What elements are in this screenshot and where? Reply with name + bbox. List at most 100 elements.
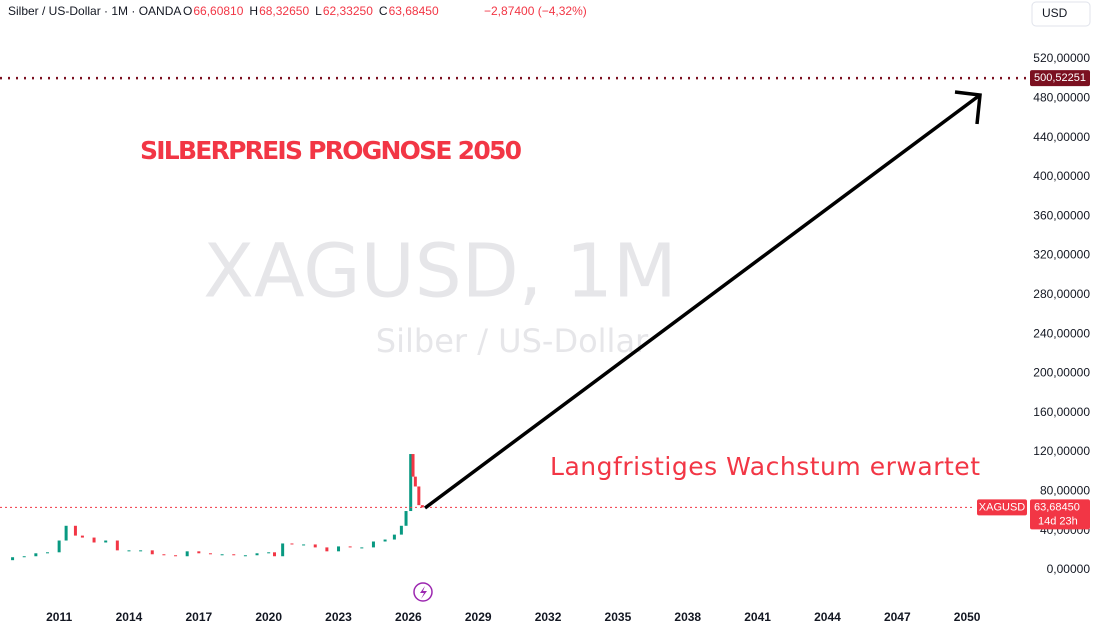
y-tick-label: 240,00000 [1033, 326, 1090, 340]
candle [73, 525, 77, 536]
candle [64, 525, 68, 541]
candle [399, 525, 403, 535]
x-tick-label: 2044 [814, 610, 841, 624]
currency-button[interactable] [1031, 1, 1091, 27]
arrow [423, 90, 982, 510]
ohlc-key: L [315, 4, 322, 18]
candle [115, 540, 119, 551]
candle [174, 555, 178, 557]
candle [409, 454, 413, 512]
candle [413, 476, 417, 487]
candle [127, 550, 131, 552]
currency[interactable]: USD [1042, 6, 1068, 20]
candle [255, 553, 259, 556]
candle [337, 546, 341, 552]
candle [232, 554, 236, 556]
price-tag [1030, 499, 1090, 530]
candle [267, 552, 271, 554]
price-tag [1030, 70, 1090, 87]
candle [281, 543, 285, 557]
ohlc-value: 62,33250 [323, 4, 373, 18]
x-tick-label: 2047 [884, 610, 911, 624]
overlay: 0,0000040,0000080,00000120,00000160,0000… [46, 51, 1090, 624]
ohlc-key: H [249, 4, 258, 18]
y-tick-label: 0,00000 [1047, 562, 1091, 576]
candle [185, 551, 189, 557]
y-tick-label: 160,00000 [1033, 405, 1090, 419]
price-tag-label: 500,52251 [1034, 72, 1086, 84]
y-tick-label: 520,00000 [1033, 51, 1090, 65]
candle [243, 555, 247, 557]
candle [420, 505, 424, 508]
arrow-head [954, 90, 982, 125]
candle [22, 556, 26, 558]
candle [150, 550, 154, 555]
watermark: XAGUSD, 1M [203, 229, 676, 315]
candle [162, 554, 166, 556]
candle [57, 540, 61, 553]
candle [392, 534, 396, 540]
symbol-tag-label: XAGUSD [979, 501, 1026, 513]
candle [272, 552, 276, 557]
x-tick-label: 2017 [185, 610, 212, 624]
x-tick-label: 2023 [325, 610, 352, 624]
candle [197, 551, 201, 554]
candle [34, 553, 38, 557]
annotation: SILBERPREIS PROGNOSE 2050 [140, 136, 522, 165]
price-tag-label: 63,68450 [1034, 501, 1080, 513]
candle [417, 486, 421, 506]
candle [290, 543, 294, 545]
y-tick-label: 320,00000 [1033, 248, 1090, 262]
candle [208, 553, 212, 555]
candle [313, 544, 317, 548]
event-icon-bolt [420, 586, 427, 599]
marks [0, 76, 1030, 561]
ohlc-key: C [379, 4, 388, 18]
y-tick-label: 200,00000 [1033, 366, 1090, 380]
x-tick-label: 2011 [46, 610, 72, 624]
y-tick-label: 280,00000 [1033, 287, 1090, 301]
x-tick-label: 2029 [465, 610, 492, 624]
price-countdown: 14d 23h [1038, 515, 1078, 527]
y-tick-label: 360,00000 [1033, 208, 1090, 222]
x-tick-label: 2038 [674, 610, 701, 624]
x-tick-label: 2041 [744, 610, 771, 624]
candle [220, 554, 224, 556]
x-tick-label: 2032 [535, 610, 562, 624]
y-tick-label: 80,00000 [1040, 484, 1090, 498]
watermark-subtitle: Silber / US-Dollar [376, 322, 649, 360]
y-tick-label: 440,00000 [1033, 130, 1090, 144]
ohlc-value: 68,32650 [259, 4, 309, 18]
y-tick-label: 400,00000 [1033, 169, 1090, 183]
x-tick-label: 2014 [116, 610, 143, 624]
x-tick-label: 2026 [395, 610, 422, 624]
candle [45, 552, 49, 554]
candle [348, 546, 352, 548]
candle [302, 544, 306, 546]
ohlc-value: 63,68450 [389, 4, 439, 18]
candle [139, 550, 143, 552]
ohlc-value: 66,60810 [193, 4, 243, 18]
y-tick-label: 120,00000 [1033, 444, 1090, 458]
ohlc-key: O [183, 4, 192, 18]
x-tick-label: 2020 [255, 610, 282, 624]
x-tick-label: 2035 [605, 610, 632, 624]
symbol: Silber / US-Dollar · 1M · OANDA [8, 4, 181, 18]
candle [404, 511, 408, 526]
y-tick-label: 480,00000 [1033, 90, 1090, 104]
annotation: Langfristiges Wachstum erwartet [550, 452, 980, 481]
candle [11, 557, 15, 561]
change: −2,87400 (−4,32%) [484, 4, 587, 18]
candle [104, 540, 108, 543]
candle [325, 547, 329, 552]
candle [92, 537, 96, 543]
ohlc: O 66,60810 H 68,32650 L 62,33250 C 63,68450 [183, 4, 439, 18]
x-tick-label: 2050 [954, 610, 981, 624]
arrow-line [423, 93, 982, 510]
candle [371, 541, 375, 548]
candle [360, 547, 364, 549]
symbol-tag [977, 499, 1027, 516]
candle [80, 535, 84, 538]
